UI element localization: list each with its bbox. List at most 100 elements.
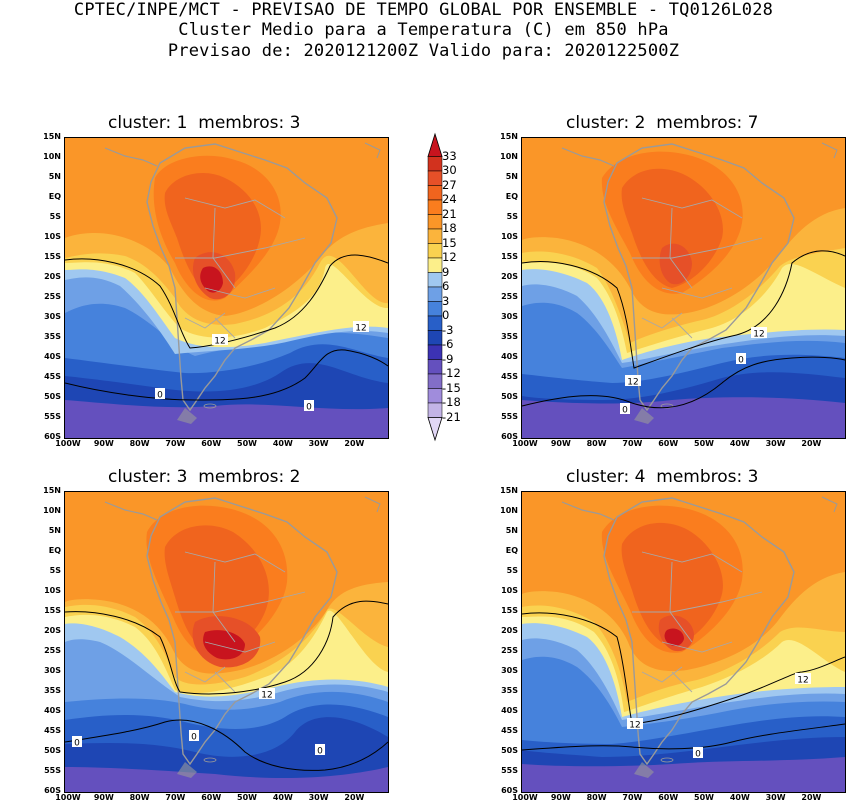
colorbar-level-label: -9: [442, 351, 454, 366]
lat-tick-label: 10S: [501, 586, 518, 595]
lat-tick-label: 60S: [44, 432, 61, 441]
colorbar-level-label: 30: [442, 163, 457, 177]
temperature-map: 12 12 0 0: [65, 138, 388, 438]
svg-text:0: 0: [157, 391, 163, 401]
central-america-outline: [561, 501, 615, 521]
lat-tick-label: 40S: [44, 352, 61, 361]
colorbar-swatch: [427, 286, 443, 302]
colorbar-level-label: -18: [442, 395, 461, 409]
lat-tick-label: 5S: [506, 566, 518, 575]
svg-text:0: 0: [695, 750, 701, 760]
contour-label: 12: [625, 375, 641, 388]
lon-tick-label: 90W: [550, 793, 571, 802]
temperature-map: 12 12 0: [522, 492, 845, 792]
country-border: [175, 591, 306, 613]
lon-tick-label: 30W: [765, 793, 786, 802]
country-border: [204, 287, 276, 299]
lat-tick-label: EQ: [48, 192, 61, 201]
colorbar-swatch: [427, 272, 443, 288]
svg-text:0: 0: [191, 733, 197, 743]
country-border: [184, 666, 226, 683]
lat-tick-label: 20S: [44, 626, 61, 635]
central-america-outline: [104, 147, 158, 167]
temperature-band: [621, 522, 723, 647]
lat-tick-label: 60S: [501, 786, 518, 795]
isotherm-contour: [522, 250, 845, 369]
svg-text:12: 12: [753, 330, 764, 340]
contour-label: 0: [189, 730, 199, 743]
lon-tick-label: 40W: [729, 439, 750, 448]
lat-tick-label: 25S: [501, 292, 518, 301]
contour-label: 12: [353, 321, 369, 334]
colorbar-swatch: [427, 156, 443, 172]
falkland-islands: [203, 757, 217, 763]
lon-tick-label: 100W: [55, 793, 81, 802]
colorbar-swatch: [427, 199, 443, 215]
isotherm-contour: [65, 719, 388, 771]
country-border: [184, 312, 226, 329]
country-border: [204, 641, 276, 653]
lon-tick-label: 80W: [129, 793, 150, 802]
country-border: [214, 671, 236, 693]
lon-tick-label: 70W: [165, 439, 186, 448]
lat-tick-label: 10S: [501, 232, 518, 241]
colorbar-level-label: 3: [442, 293, 450, 308]
colorbar-swatch: [427, 243, 443, 259]
falkland-islands: [660, 757, 674, 763]
lat-tick-label: 50S: [44, 392, 61, 401]
svg-text:12: 12: [261, 691, 272, 701]
temperature-band: [203, 630, 245, 660]
map-panel-cluster-2: 12 12 0 0: [521, 137, 846, 439]
temperature-band: [164, 173, 261, 296]
lat-tick-label: 20S: [501, 626, 518, 635]
colorbar-swatch: [427, 373, 443, 389]
lon-tick-label: 50W: [237, 793, 257, 802]
colorbar-swatch: [427, 257, 443, 273]
svg-text:12: 12: [355, 324, 366, 334]
lat-tick-label: 15S: [44, 606, 61, 615]
lat-tick-label: 35S: [501, 332, 518, 341]
lat-tick-label: 30S: [501, 666, 518, 675]
lon-tick-label: 70W: [622, 793, 643, 802]
colorbar-level-label: 27: [442, 177, 457, 192]
isotherm-contour: [65, 349, 388, 401]
colorbar-level-label: -12: [442, 366, 461, 380]
lon-tick-label: 60W: [201, 439, 222, 448]
colorbar-level-label: 33: [442, 148, 457, 163]
contour-label: 12: [627, 718, 643, 731]
lat-tick-label: 45S: [44, 372, 61, 381]
tierra-del-fuego: [634, 762, 654, 778]
colorbar-level-label: 6: [442, 279, 450, 293]
header-line-1: CPTEC/INPE/MCT - PREVISAO DE TEMPO GLOBA…: [73, 0, 774, 20]
country-border: [175, 237, 306, 259]
country-border: [661, 641, 733, 653]
lon-tick-label: 30W: [308, 793, 329, 802]
lon-tick-label: 40W: [272, 439, 293, 448]
contour-label: 0: [620, 403, 630, 416]
colorbar-arrow-top: [427, 132, 443, 157]
lat-tick-label: 5S: [49, 566, 61, 575]
lat-tick-label: 25S: [44, 646, 61, 655]
lat-tick-label: 30S: [501, 312, 518, 321]
continent-outline: [603, 143, 795, 412]
lat-tick-label: 10N: [43, 506, 61, 515]
country-border: [632, 237, 763, 259]
country-border: [641, 666, 683, 683]
lat-tick-label: 45S: [501, 726, 518, 735]
lon-tick-label: 90W: [550, 439, 571, 448]
lat-tick-label: 45S: [501, 372, 518, 381]
temperature-band: [200, 266, 223, 293]
lat-tick-label: 15S: [501, 606, 518, 615]
contour-label: 12: [751, 327, 767, 340]
lon-tick-label: 60W: [201, 793, 222, 802]
panel-1-title: cluster: 1 membros: 3: [108, 113, 301, 133]
svg-text:0: 0: [74, 739, 80, 749]
country-border: [671, 671, 693, 693]
isotherm-contour: [522, 356, 845, 409]
lat-tick-label: 15S: [501, 252, 518, 261]
colorbar-arrow-bottom: [427, 417, 443, 442]
colorbar-swatch: [427, 344, 443, 360]
lon-tick-label: 80W: [129, 439, 150, 448]
lat-tick-label: 15N: [500, 132, 518, 141]
contour-label: 0: [315, 744, 325, 757]
